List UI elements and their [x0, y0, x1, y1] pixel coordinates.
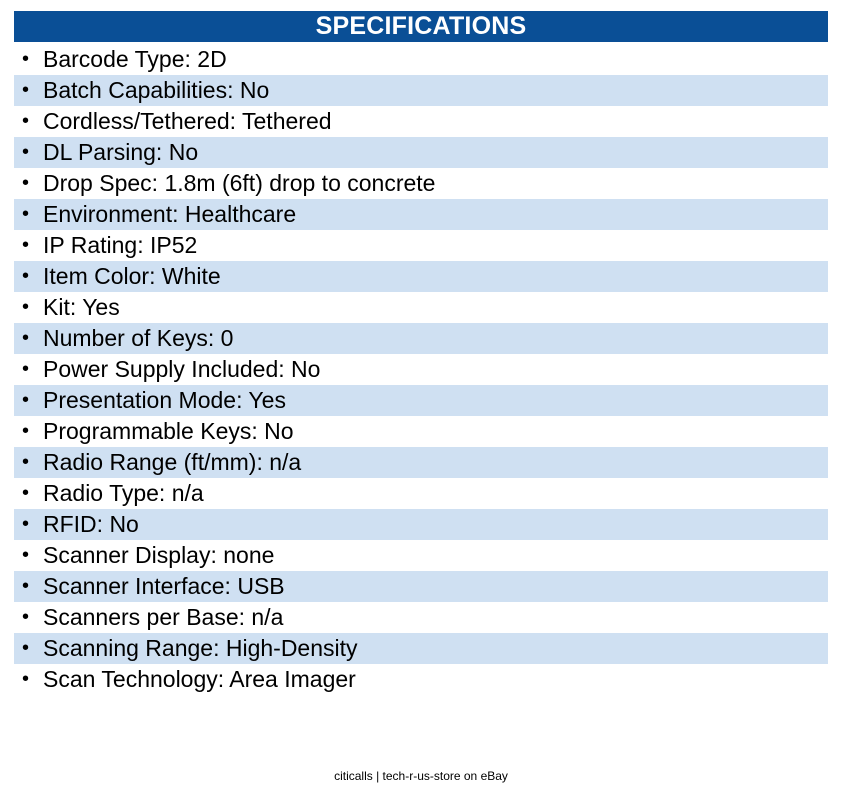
spec-text: IP Rating: IP52	[43, 232, 198, 258]
spec-row: • Power Supply Included: No	[14, 354, 828, 385]
bullet-icon: •	[22, 575, 30, 597]
spec-row: • Scanners per Base: n/a	[14, 602, 828, 633]
spec-text: Scan Technology: Area Imager	[43, 666, 356, 692]
bullet-icon: •	[22, 327, 30, 349]
spec-text: Drop Spec: 1.8m (6ft) drop to concrete	[43, 170, 436, 196]
spec-text: Cordless/Tethered: Tethered	[43, 108, 332, 134]
bullet-icon: •	[22, 606, 30, 628]
bullet-icon: •	[22, 79, 30, 101]
spec-text: Power Supply Included: No	[43, 356, 321, 382]
spec-text: Scanner Interface: USB	[43, 573, 285, 599]
bullet-icon: •	[22, 482, 30, 504]
spec-row: • Radio Range (ft/mm): n/a	[14, 447, 828, 478]
spec-text: Scanning Range: High-Density	[43, 635, 358, 661]
footer-credit: citicalls | tech-r-us-store on eBay	[334, 769, 508, 783]
spec-text: Batch Capabilities: No	[43, 77, 270, 103]
spec-row: • IP Rating: IP52	[14, 230, 828, 261]
spec-text: Radio Range (ft/mm): n/a	[43, 449, 302, 475]
spec-text: DL Parsing: No	[43, 139, 199, 165]
spec-text: RFID: No	[43, 511, 139, 537]
bullet-icon: •	[22, 234, 30, 256]
spec-row: • Scanning Range: High-Density	[14, 633, 828, 664]
spec-row: • DL Parsing: No	[14, 137, 828, 168]
bullet-icon: •	[22, 358, 30, 380]
spec-row: • Cordless/Tethered: Tethered	[14, 106, 828, 137]
bullet-icon: •	[22, 141, 30, 163]
spec-text: Item Color: White	[43, 263, 221, 289]
bullet-icon: •	[22, 637, 30, 659]
bullet-icon: •	[22, 420, 30, 442]
spec-row: • Radio Type: n/a	[14, 478, 828, 509]
bullet-icon: •	[22, 389, 30, 411]
bullet-icon: •	[22, 172, 30, 194]
bullet-icon: •	[22, 110, 30, 132]
spec-row: • Programmable Keys: No	[14, 416, 828, 447]
spec-row: • Environment: Healthcare	[14, 199, 828, 230]
spec-row: • RFID: No	[14, 509, 828, 540]
spec-text: Number of Keys: 0	[43, 325, 234, 351]
spec-row: • Batch Capabilities: No	[14, 75, 828, 106]
spec-row: • Item Color: White	[14, 261, 828, 292]
spec-text: Environment: Healthcare	[43, 201, 297, 227]
bullet-icon: •	[22, 48, 30, 70]
spec-text: Presentation Mode: Yes	[43, 387, 286, 413]
spec-text: Kit: Yes	[43, 294, 120, 320]
bullet-icon: •	[22, 668, 30, 690]
bullet-icon: •	[22, 265, 30, 287]
spec-row: • Drop Spec: 1.8m (6ft) drop to concrete	[14, 168, 828, 199]
spec-row: • Scan Technology: Area Imager	[14, 664, 828, 695]
specifications-header: SPECIFICATIONS	[14, 11, 828, 42]
spec-text: Scanners per Base: n/a	[43, 604, 284, 630]
spec-row: • Scanner Display: none	[14, 540, 828, 571]
bullet-icon: •	[22, 451, 30, 473]
spec-text: Barcode Type: 2D	[43, 46, 227, 72]
spec-row: • Presentation Mode: Yes	[14, 385, 828, 416]
bullet-icon: •	[22, 296, 30, 318]
spec-text: Programmable Keys: No	[43, 418, 294, 444]
spec-text: Scanner Display: none	[43, 542, 275, 568]
spec-row: • Kit: Yes	[14, 292, 828, 323]
bullet-icon: •	[22, 513, 30, 535]
bullet-icon: •	[22, 544, 30, 566]
bullet-icon: •	[22, 203, 30, 225]
spec-row: • Scanner Interface: USB	[14, 571, 828, 602]
spec-row: • Barcode Type: 2D	[14, 44, 828, 75]
spec-row: • Number of Keys: 0	[14, 323, 828, 354]
specifications-list: • Barcode Type: 2D • Batch Capabilities: N…	[14, 44, 828, 695]
spec-text: Radio Type: n/a	[43, 480, 204, 506]
